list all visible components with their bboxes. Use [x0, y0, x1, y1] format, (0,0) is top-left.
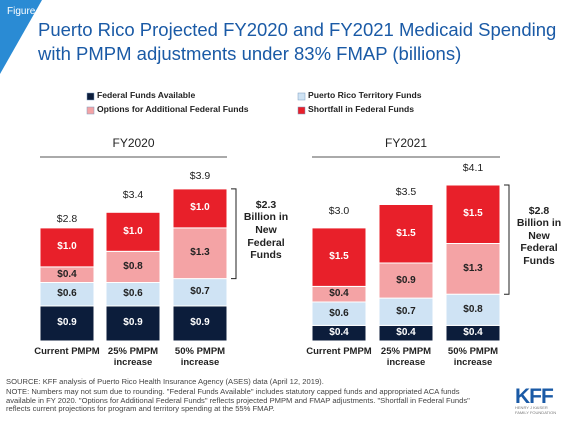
- bar-segment: [378, 204, 434, 264]
- value-label: $1.5: [396, 227, 416, 239]
- logo: KFF: [515, 385, 554, 408]
- x-tick-label: 50% PMPM increase: [174, 346, 226, 368]
- legend-label: Shortfall in Federal Funds: [308, 104, 414, 114]
- total-label: $3.5: [395, 185, 417, 198]
- value-label: $1.3: [463, 262, 483, 274]
- total-label: $4.1: [462, 162, 484, 175]
- legend-label: Puerto Rico Territory Funds: [308, 90, 422, 100]
- bar-segment: [172, 188, 228, 229]
- value-label: $1.5: [463, 208, 483, 220]
- value-label: $0.8: [123, 260, 143, 272]
- bar-segment: [445, 243, 501, 295]
- legend-label: Options for Additional Federal Funds: [97, 104, 249, 114]
- x-tick-label: 50% PMPM increase: [447, 346, 499, 368]
- bar-segment: [105, 305, 161, 342]
- value-label: $0.6: [329, 307, 349, 319]
- bar-segment: [445, 184, 501, 244]
- x-tick-label: 25% PMPM increase: [380, 346, 432, 368]
- value-label: $0.4: [329, 327, 349, 339]
- value-label: $0.9: [396, 274, 416, 286]
- legend-swatch: [297, 106, 306, 115]
- total-label: $2.8: [56, 212, 78, 225]
- bar-segment: [311, 227, 367, 287]
- value-label: $0.4: [329, 288, 349, 300]
- bracket: [231, 188, 237, 280]
- figure-label: Figure 4: [7, 6, 44, 17]
- annotation: $2.3 Billion in New Federal Funds: [243, 198, 289, 262]
- value-label: $0.9: [123, 317, 143, 329]
- value-label: $0.9: [57, 317, 77, 329]
- value-label: $1.0: [190, 202, 210, 214]
- bar-segment: [172, 305, 228, 342]
- panel-title: FY2021: [384, 136, 428, 150]
- legend-label: Federal Funds Available: [97, 90, 196, 100]
- value-label: $0.6: [57, 288, 77, 300]
- source: SOURCE: KFF analysis of Puerto Rico Heal…: [6, 377, 324, 386]
- value-label: $0.7: [396, 305, 416, 317]
- note: NOTE: Numbers may not sum due to roundin…: [6, 387, 470, 414]
- value-label: $0.8: [463, 303, 483, 315]
- legend-swatch: [297, 92, 306, 101]
- bar-segment: [445, 293, 501, 326]
- bar-segment: [105, 211, 161, 252]
- value-label: $1.5: [329, 251, 349, 263]
- value-label: $1.3: [190, 247, 210, 259]
- value-label: $0.4: [396, 327, 416, 339]
- bar-segment: [39, 227, 95, 268]
- panel-title: FY2020: [112, 136, 155, 150]
- value-label: $0.7: [190, 286, 210, 298]
- bar-segment: [172, 278, 228, 307]
- value-label: $1.0: [57, 241, 77, 253]
- annotation: $2.8 Billion in New Federal Funds: [516, 204, 562, 267]
- chart-title: Puerto Rico Projected FY2020 and FY2021 …: [38, 19, 557, 64]
- total-label: $3.9: [189, 169, 211, 182]
- x-tick-label: Current PMPM: [34, 346, 100, 357]
- bracket: [504, 184, 510, 295]
- value-label: $1.0: [123, 225, 143, 237]
- total-label: $3.4: [122, 189, 144, 202]
- value-label: $0.4: [463, 327, 483, 339]
- value-label: $0.4: [57, 268, 77, 280]
- corner-triangle: [0, 0, 42, 74]
- x-tick-label: 25% PMPM increase: [107, 346, 159, 368]
- legend-swatch: [86, 106, 95, 115]
- legend-swatch: [86, 92, 95, 101]
- x-tick-label: Current PMPM: [306, 346, 372, 357]
- value-label: $0.6: [123, 288, 143, 300]
- logo-subtitle: HENRY J KAISER FAMILY FOUNDATION: [515, 405, 557, 415]
- total-label: $3.0: [328, 205, 350, 217]
- value-label: $0.9: [190, 317, 210, 329]
